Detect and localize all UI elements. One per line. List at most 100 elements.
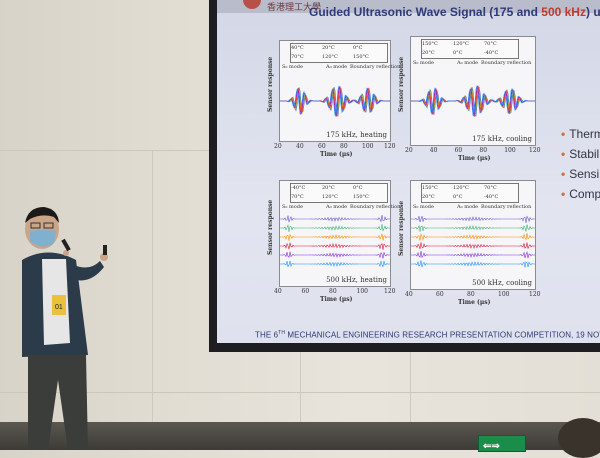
x-tick-label: 40: [429, 147, 438, 154]
waveform-trace: [411, 260, 535, 268]
slide-title: Guided Ultrasonic Wave Signal (175 and 5…: [309, 5, 600, 19]
waveform-trace: [280, 85, 390, 116]
audience-head: [558, 418, 600, 458]
legend-entry: 70°C: [484, 185, 497, 191]
waveform-trace: [280, 242, 390, 250]
waveforms: [280, 85, 390, 117]
trousers: [28, 355, 88, 450]
mode-label: S₀ mode: [413, 204, 434, 210]
waveform-trace: [411, 232, 535, 241]
x-tick-label: 100: [362, 143, 374, 150]
x-tick-label: 60: [301, 288, 310, 295]
signal-plot: -40°C 20°C 0°C 70°C 120°C 150°C S₀ mode A₀ mode…: [279, 180, 400, 287]
plot-caption: 175 kHz, cooling: [472, 135, 532, 143]
x-tick-label: 120: [384, 288, 396, 295]
legend-entry: 0°C: [453, 50, 463, 56]
hair: [25, 207, 59, 223]
waveform-trace: [280, 215, 390, 223]
microphone: [61, 238, 71, 252]
mode-label: S₀ mode: [413, 60, 434, 66]
legend-entry: 70°C: [484, 41, 497, 47]
mode-label: A₀ mode: [326, 204, 348, 210]
waveform-trace: [280, 86, 390, 117]
remote-clicker: [103, 245, 107, 255]
legend-entry: 0°C: [353, 185, 363, 191]
x-axis-label: Time (μs): [458, 299, 491, 306]
x-tick-label: 80: [479, 147, 488, 154]
x-tick-label: 60: [318, 143, 326, 150]
plot-legend: -40°C 20°C 0°C 70°C 120°C 150°C: [290, 183, 388, 203]
x-tick-label: 120: [529, 291, 541, 298]
waveform-trace: [411, 242, 535, 250]
x-tick-label: 60: [436, 291, 444, 298]
signal-plot: 40°C 20°C 0°C 70°C 120°C 150°C S₀ mode A₀ mode B…: [279, 40, 400, 142]
x-tick-label: 60: [454, 147, 463, 154]
x-tick-label: 120: [384, 143, 396, 150]
legend-entry: 150°C: [422, 41, 438, 47]
y-axis-label: Sensor response: [267, 56, 274, 112]
waveforms: [280, 215, 390, 268]
waveform-trace: [411, 85, 535, 117]
plot-legend: 150°C 120°C 70°C 20°C 0°C -40°C: [421, 39, 519, 59]
bullet-list: • Therm • Stabil • Sensi • Comp: [561, 124, 600, 204]
mode-label: Boundary reflection: [481, 60, 532, 66]
badge-number: 01: [55, 304, 63, 311]
legend-entry: 120°C: [322, 54, 338, 60]
mode-label: Boundary reflection: [350, 64, 401, 70]
plot-caption: 500 kHz, heating: [326, 276, 387, 284]
x-axis-label: Time (μs): [320, 151, 353, 158]
legend-entry: 70°C: [291, 54, 304, 60]
legend-entry: 40°C: [291, 45, 304, 51]
legend-entry: 70°C: [291, 194, 304, 200]
waveform-trace: [411, 87, 535, 117]
x-axis-label: Time (μs): [458, 155, 491, 162]
bullet-item: • Stabil: [561, 147, 600, 161]
legend-entry: 120°C: [453, 185, 469, 191]
mode-label: A₀ mode: [457, 204, 479, 210]
legend-entry: -40°C: [291, 185, 306, 191]
legend-entry: 0°C: [353, 45, 363, 51]
x-tick-label: 40: [405, 291, 413, 298]
x-axis-label: Time (μs): [320, 296, 353, 303]
mode-label: A₀ mode: [326, 64, 348, 70]
plot-caption: 175 kHz, heating: [326, 131, 387, 139]
x-tick-label: 100: [504, 147, 516, 154]
waveforms: [411, 215, 535, 268]
legend-entry: 150°C: [422, 185, 438, 191]
x-tick-label: 80: [340, 143, 348, 150]
legend-entry: 0°C: [453, 194, 463, 200]
waveform-trace: [280, 260, 390, 268]
university-name: 香港理工大學: [267, 3, 322, 13]
waveform-trace: [411, 86, 535, 117]
x-tick-label: 100: [356, 288, 368, 295]
x-tick-label: 20: [274, 143, 282, 150]
waveform-trace: [411, 85, 535, 117]
x-tick-label: 120: [529, 147, 541, 154]
name-badge: [52, 295, 66, 315]
wall-panel-seam: [152, 150, 153, 430]
x-tick-label: 100: [498, 291, 510, 298]
legend-entry: -40°C: [484, 50, 499, 56]
waveform-trace: [280, 233, 390, 241]
bullet-item: • Therm: [561, 127, 600, 141]
legend-entry: 20°C: [422, 50, 435, 56]
mode-label: A₀ mode: [457, 60, 479, 66]
x-tick-label: 80: [329, 288, 337, 295]
legend-entry: 150°C: [353, 194, 369, 200]
exit-sign: ⇐⇒: [478, 435, 526, 452]
bullet-item: • Comp: [561, 187, 600, 201]
signal-plot: 150°C 120°C 70°C 20°C 0°C -40°C S₀ mode A₀ mode…: [410, 180, 536, 290]
slide-header-bar: [217, 0, 600, 13]
slide: 香港理工大學 Guided Ultrasonic Wave Signal (17…: [217, 0, 600, 343]
slide-footer: THE 6TH MECHANICAL ENGINEERING RESEARCH …: [255, 330, 600, 340]
plot-legend: 150°C 120°C 70°C 20°C 0°C -40°C: [421, 183, 519, 203]
waveform-trace: [280, 251, 390, 259]
bullet-item: • Sensi: [561, 167, 600, 181]
plot-caption: 500 kHz, cooling: [472, 279, 532, 287]
waveform-trace: [280, 224, 390, 232]
legend-entry: 120°C: [453, 41, 469, 47]
legend-entry: 20°C: [322, 185, 335, 191]
waveform-trace: [411, 224, 535, 232]
mode-label: Boundary reflection: [350, 204, 401, 210]
y-axis-label: Sensor response: [398, 56, 405, 112]
